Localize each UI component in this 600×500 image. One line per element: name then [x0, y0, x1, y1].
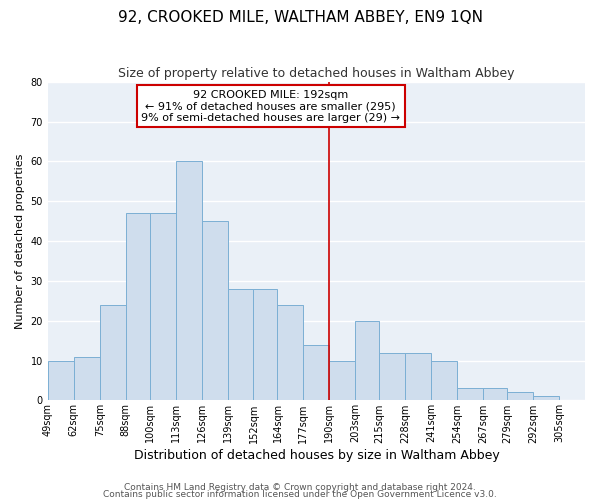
Bar — [329, 360, 355, 401]
Bar — [176, 162, 202, 400]
Bar — [202, 221, 227, 400]
Text: Contains HM Land Registry data © Crown copyright and database right 2024.: Contains HM Land Registry data © Crown c… — [124, 484, 476, 492]
Bar — [100, 305, 125, 400]
Bar — [355, 320, 379, 400]
Bar — [483, 388, 507, 400]
Bar — [379, 352, 405, 401]
Bar — [277, 305, 304, 400]
X-axis label: Distribution of detached houses by size in Waltham Abbey: Distribution of detached houses by size … — [134, 450, 499, 462]
Bar — [253, 289, 277, 401]
Bar — [507, 392, 533, 400]
Text: 92, CROOKED MILE, WALTHAM ABBEY, EN9 1QN: 92, CROOKED MILE, WALTHAM ABBEY, EN9 1QN — [118, 10, 482, 25]
Bar — [125, 213, 149, 400]
Bar — [304, 344, 329, 401]
Bar — [227, 289, 253, 401]
Bar — [149, 213, 176, 400]
Bar — [74, 356, 100, 401]
Y-axis label: Number of detached properties: Number of detached properties — [15, 154, 25, 328]
Title: Size of property relative to detached houses in Waltham Abbey: Size of property relative to detached ho… — [118, 68, 515, 80]
Bar — [431, 360, 457, 401]
Bar — [457, 388, 483, 400]
Bar — [48, 360, 74, 401]
Bar — [533, 396, 559, 400]
Text: Contains public sector information licensed under the Open Government Licence v3: Contains public sector information licen… — [103, 490, 497, 499]
Bar — [405, 352, 431, 401]
Text: 92 CROOKED MILE: 192sqm
← 91% of detached houses are smaller (295)
9% of semi-de: 92 CROOKED MILE: 192sqm ← 91% of detache… — [141, 90, 400, 123]
